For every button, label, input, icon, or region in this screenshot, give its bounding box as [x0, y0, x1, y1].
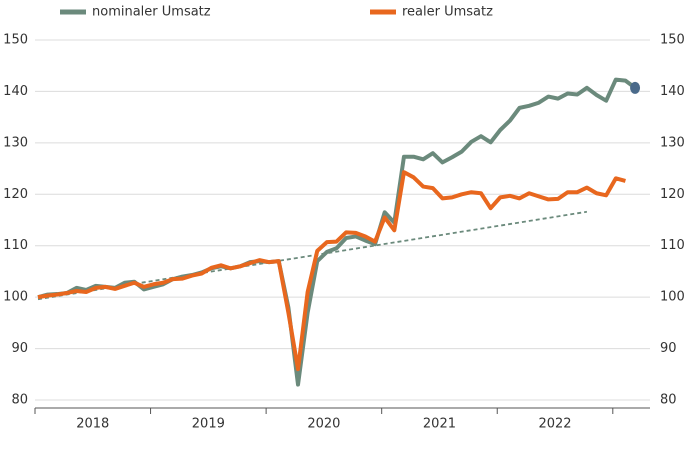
x-year-label: 2022: [538, 417, 571, 432]
y-tick-label: 100: [3, 290, 28, 305]
series-line: [37, 170, 626, 372]
y-tick-label: 130: [3, 135, 28, 150]
legend-label: nominaler Umsatz: [92, 5, 211, 20]
x-year-label: 2019: [192, 417, 225, 432]
y2-tick-label: 110: [660, 238, 685, 253]
x-year-label: 2018: [76, 417, 109, 432]
y2-tick-label: 100: [660, 290, 685, 305]
y2-tick-label: 130: [660, 135, 685, 150]
y-tick-label: 80: [11, 393, 28, 408]
y2-tick-label: 140: [660, 84, 685, 99]
y-tick-label: 150: [3, 33, 28, 48]
y2-tick-label: 120: [660, 187, 685, 202]
end-marker: [630, 81, 641, 94]
y-tick-label: 140: [3, 84, 28, 99]
y2-tick-label: 90: [660, 341, 677, 356]
y-tick-label: 90: [11, 341, 28, 356]
y2-tick-label: 80: [660, 393, 677, 408]
y-tick-label: 120: [3, 187, 28, 202]
x-year-label: 2021: [423, 417, 456, 432]
y2-tick-label: 150: [660, 33, 685, 48]
x-year-label: 2020: [307, 417, 340, 432]
y-tick-label: 110: [3, 238, 28, 253]
series-line: [37, 77, 637, 387]
legend-label: realer Umsatz: [402, 5, 493, 20]
